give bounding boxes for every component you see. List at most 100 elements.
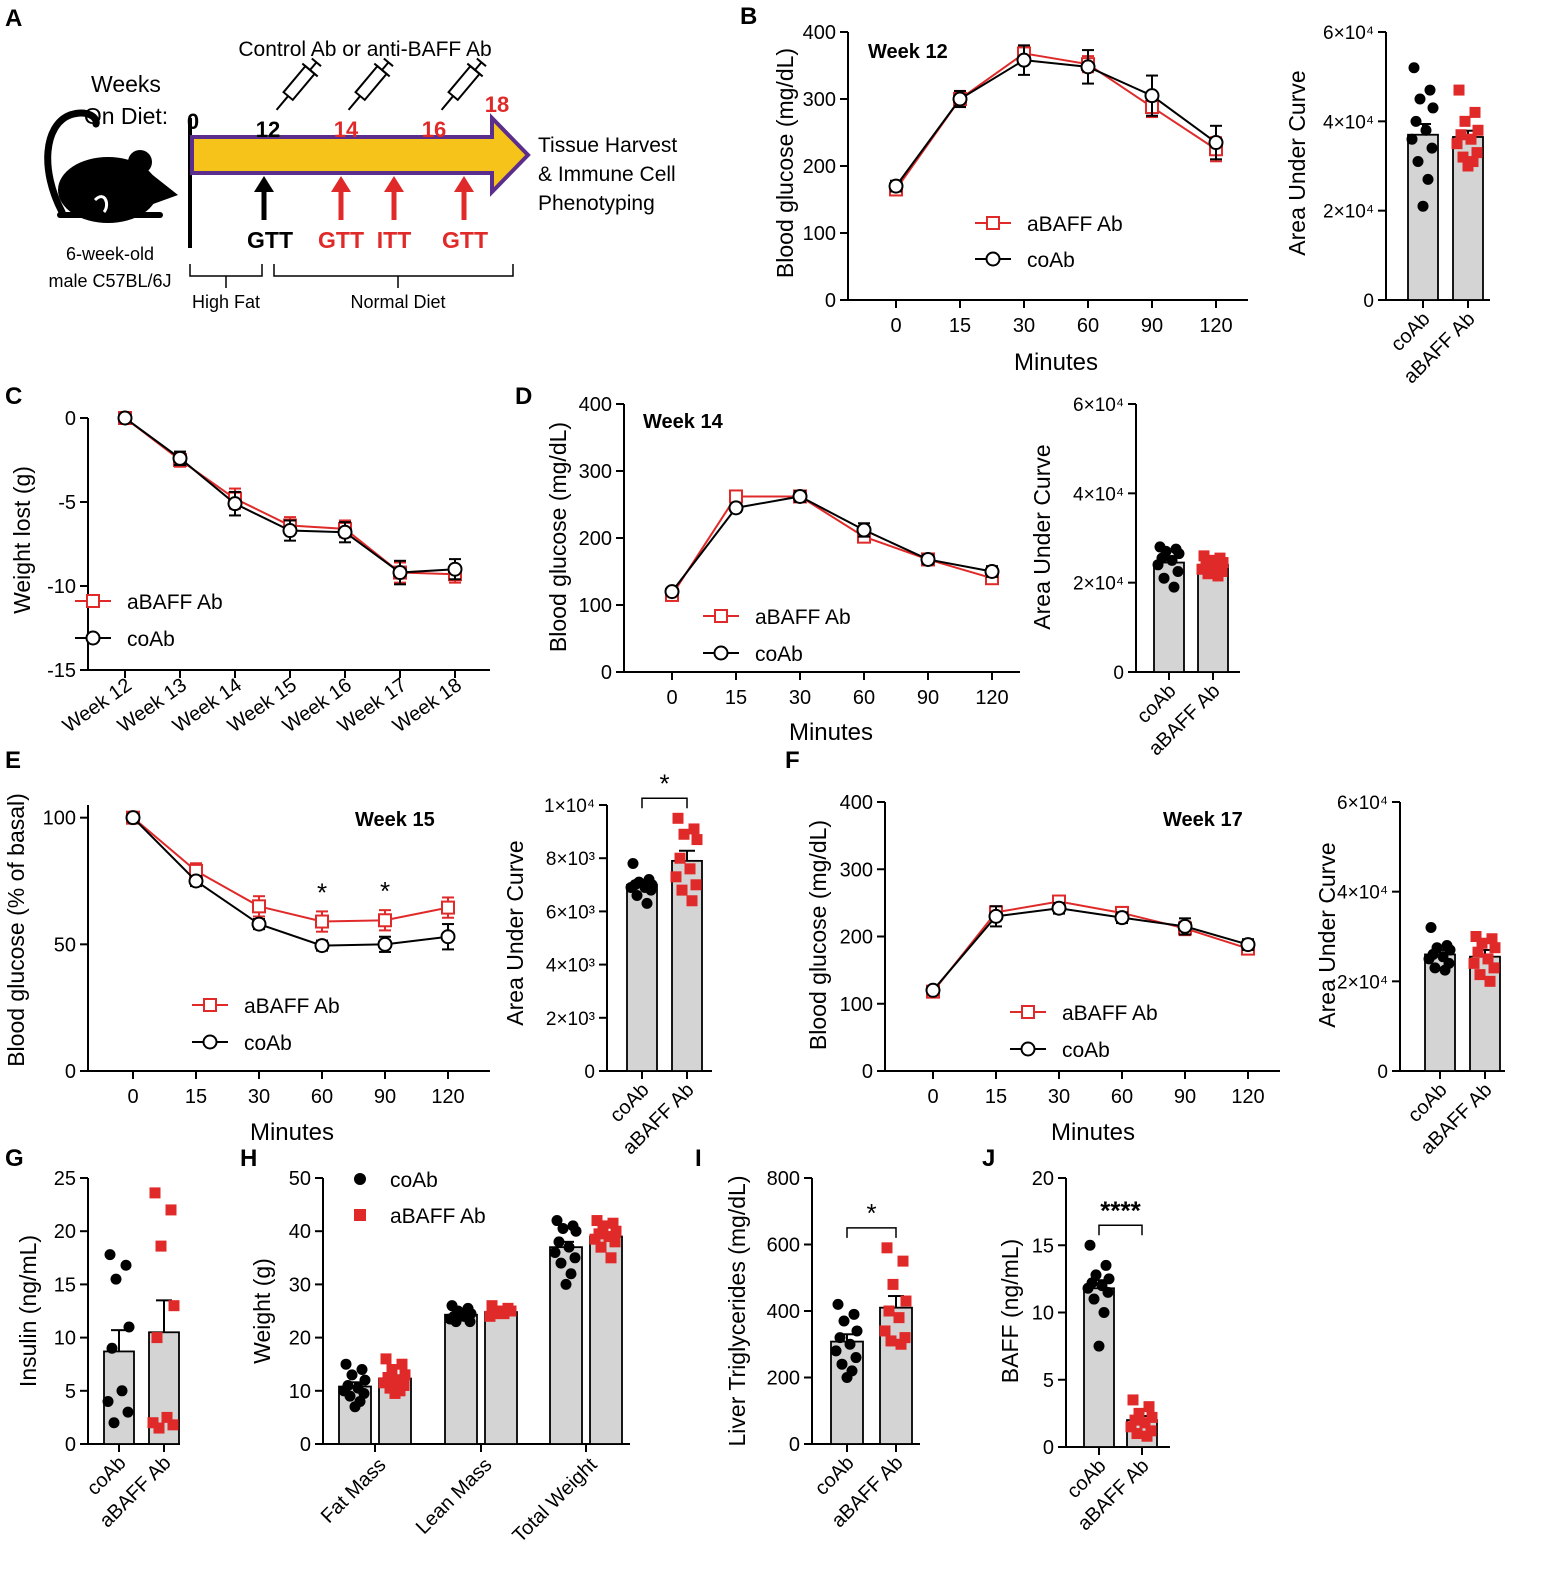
data-point-coab: [1102, 1286, 1114, 1298]
data-point-abaff: [1462, 160, 1474, 172]
data-point-abaff: [380, 1353, 392, 1365]
data-point-coab: [344, 1390, 356, 1402]
data-point-abaff: [1129, 1414, 1141, 1426]
panel-label: J: [982, 1145, 995, 1172]
y-tick-label: 0: [65, 1434, 76, 1456]
legend-marker: [986, 216, 1000, 230]
data-point-abaff: [389, 1387, 401, 1399]
data-point-abaff: [505, 1305, 517, 1317]
x-tick-label: 90: [917, 687, 939, 709]
x-tick-label: 0: [890, 315, 901, 337]
y-tick-label: 40: [289, 1221, 311, 1243]
data-point-abaff: [1471, 147, 1483, 159]
significance-star: *: [659, 768, 669, 798]
data-point-abaff: [610, 1225, 622, 1237]
chart-title: Week 17: [1163, 809, 1243, 831]
high-fat-bracket: [189, 264, 263, 277]
y-tick-label: -10: [47, 576, 76, 598]
data-point-abaff: [1486, 933, 1498, 945]
data-point-abaff: [1127, 1394, 1139, 1406]
data-point-abaff: [684, 863, 696, 875]
data-point-abaff: [486, 1300, 498, 1312]
data-point-coab: [851, 1325, 863, 1337]
data-point-coab: [1406, 133, 1418, 145]
arrow-up-icon: [331, 176, 351, 220]
y-tick-label: 100: [803, 223, 836, 245]
data-point-coab: [830, 1345, 842, 1357]
series-line-abaff: [124, 417, 456, 576]
data-point-abaff: [1146, 1411, 1158, 1423]
data-point-coab: [340, 1358, 352, 1370]
data-point-coab: [1152, 559, 1164, 571]
data-point-coab: [104, 1249, 116, 1261]
test-gtt-week14: GTT: [318, 227, 364, 253]
bar: [589, 1235, 623, 1445]
y-tick-label: 15: [1032, 1235, 1054, 1257]
data-point-coab: [1427, 102, 1439, 114]
y-tick-label: 20: [289, 1328, 311, 1350]
syringe-icon: [347, 57, 394, 111]
harvest-label-2: & Immune Cell: [538, 163, 676, 186]
data-point-abaff: [1469, 106, 1481, 118]
data-point-abaff: [1472, 946, 1484, 958]
y-tick-label: 400: [579, 394, 612, 416]
data-point-coab: [834, 1332, 846, 1344]
legend-marker: [713, 645, 729, 661]
syringe-icon: [275, 57, 322, 111]
x-tick-label: 15: [949, 315, 971, 337]
series-line-abaff: [671, 495, 993, 596]
data-point-coab: [1177, 918, 1193, 934]
x-tick-label: 15: [985, 1086, 1007, 1108]
bar: [626, 883, 658, 1072]
data-point-coab: [1051, 900, 1067, 916]
data-point-coab: [1417, 200, 1429, 212]
data-point-coab: [841, 1372, 853, 1383]
data-point-abaff: [690, 879, 702, 891]
y-axis-title: Insulin (ng/mL): [15, 1235, 41, 1387]
y-tick-label: 25: [54, 1168, 76, 1190]
mouse-label-2: male C57BL/6J: [48, 271, 171, 291]
significance-star: *: [317, 877, 327, 907]
y-tick-label: 300: [840, 859, 873, 881]
y-tick-label: 4×10⁴: [1337, 883, 1388, 904]
data-point-abaff: [691, 834, 703, 846]
y-tick-label: 20: [1032, 1168, 1054, 1190]
data-point-abaff: [1484, 975, 1496, 987]
data-point-coab: [625, 881, 637, 893]
data-point-abaff: [1198, 550, 1210, 562]
legend-marker: [86, 594, 100, 608]
y-tick-label: 0: [1363, 291, 1374, 312]
x-tick-label: 30: [1013, 315, 1035, 337]
legend-marker: [714, 609, 728, 623]
legend-marker: [85, 630, 101, 646]
data-point-coab: [1103, 1273, 1115, 1285]
y-tick-label: 100: [840, 994, 873, 1016]
x-axis-title: Minutes: [789, 719, 873, 746]
chart-title: Week 14: [643, 411, 724, 433]
y-tick-label: 6×10⁴: [1337, 793, 1388, 814]
data-point-coab: [565, 1268, 577, 1280]
data-point-coab: [844, 1338, 856, 1350]
data-point-abaff: [895, 1338, 907, 1350]
y-tick-label: 0: [825, 290, 836, 312]
x-tick-label: 15: [185, 1086, 207, 1108]
y-tick-label: 20: [54, 1221, 76, 1243]
data-point-coab: [838, 1315, 850, 1327]
data-point-coab: [1158, 572, 1170, 584]
data-point-abaff: [151, 1332, 163, 1344]
y-tick-label: 200: [767, 1368, 800, 1390]
data-point-abaff: [149, 1187, 161, 1199]
week-18: 18: [485, 92, 509, 117]
legend-label: coAb: [1062, 1039, 1110, 1062]
y-tick-label: 4×10⁴: [1073, 484, 1124, 505]
y-tick-label: 6×10⁴: [1323, 23, 1374, 44]
data-point-abaff: [1488, 962, 1500, 974]
data-point-abaff: [897, 1255, 909, 1267]
x-tick-label: Fat Mass: [317, 1454, 391, 1528]
test-itt: ITT: [377, 227, 412, 253]
data-point-abaff: [1455, 129, 1467, 141]
data-point-abaff: [672, 812, 684, 824]
data-point-abaff: [153, 1422, 165, 1434]
y-tick-label: 2×10⁴: [1337, 972, 1388, 993]
